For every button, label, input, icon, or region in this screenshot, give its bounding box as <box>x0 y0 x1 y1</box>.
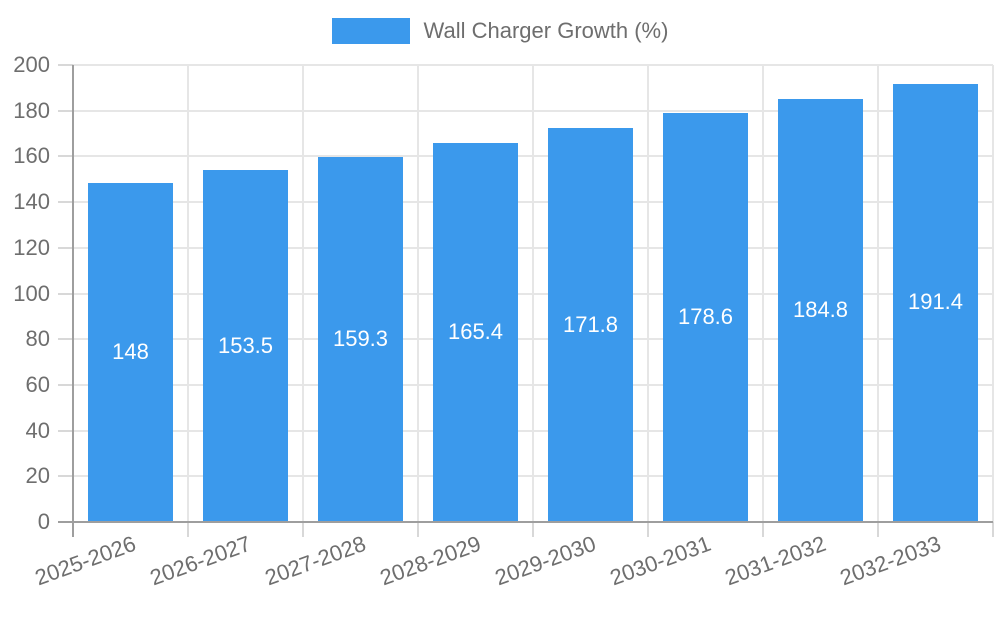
bar-value-label: 148 <box>112 338 149 364</box>
bar-value-label: 153.5 <box>217 332 274 358</box>
bar-value-label: 159.3 <box>332 326 389 351</box>
y-axis-tick <box>58 292 73 295</box>
bar[interactable]: 153.5 <box>203 170 288 521</box>
x-axis-tick <box>302 522 304 537</box>
bar[interactable]: 159.3 <box>318 157 403 521</box>
v-gridline <box>532 65 534 522</box>
y-axis-label: 200 <box>13 52 50 77</box>
bar-value-label: 191.4 <box>907 289 964 315</box>
y-axis-label: 140 <box>13 189 50 215</box>
y-axis-tick <box>58 201 73 204</box>
y-axis-tick <box>58 429 73 432</box>
bar-value-label: 184.8 <box>792 296 849 322</box>
x-axis-tick <box>532 522 534 537</box>
x-axis-line <box>58 521 993 523</box>
y-axis-line <box>72 65 74 537</box>
x-axis-tick <box>417 522 419 537</box>
plot-area: 0 20 40 60 80 100 120 140 160 180 200 148 2025-2026 1… <box>13 52 994 590</box>
v-gridline <box>877 65 879 522</box>
y-axis-tick <box>58 109 73 112</box>
bar-value-label: 178.6 <box>677 303 734 329</box>
y-axis-label: 20 <box>25 463 50 489</box>
bar[interactable]: 148 <box>88 182 173 521</box>
y-axis-tick <box>58 383 73 386</box>
legend-label: Wall Charger Growth (%) <box>423 18 669 43</box>
v-gridline <box>302 65 304 522</box>
y-axis-tick <box>58 338 73 341</box>
y-axis-label: 160 <box>13 143 50 169</box>
y-axis-tick <box>58 475 73 478</box>
x-axis-tick <box>762 522 764 537</box>
bar[interactable]: 191.4 <box>893 83 978 521</box>
y-axis-label: 180 <box>13 97 50 123</box>
y-axis-label: 120 <box>13 234 50 260</box>
y-axis-tick <box>58 246 73 249</box>
v-gridline <box>187 65 189 522</box>
bar[interactable]: 178.6 <box>663 112 748 521</box>
bar[interactable]: 171.8 <box>548 128 633 521</box>
bar[interactable]: 184.8 <box>778 98 863 521</box>
legend-swatch <box>331 18 410 44</box>
x-axis-tick <box>187 522 189 537</box>
y-axis-label: 40 <box>25 417 50 443</box>
y-axis-tick <box>58 155 73 158</box>
v-gridline <box>992 65 994 522</box>
y-axis-tick <box>58 64 73 66</box>
v-gridline <box>762 65 764 522</box>
x-axis-tick <box>647 522 649 537</box>
x-axis-tick <box>992 522 994 537</box>
y-axis-label: 80 <box>25 326 50 352</box>
bar[interactable]: 165.4 <box>433 143 518 521</box>
v-gridline <box>417 65 419 522</box>
y-axis-label: 60 <box>25 371 50 397</box>
x-axis-tick <box>877 522 879 537</box>
bar-chart: Wall Charger Growth (%) 0 20 40 60 80 100 120 1… <box>0 16 1000 591</box>
y-axis-label: 100 <box>13 280 50 306</box>
bar-value-label: 171.8 <box>562 311 619 337</box>
legend[interactable]: Wall Charger Growth (%) <box>0 16 1000 46</box>
y-axis-label: 0 <box>37 509 50 534</box>
bar-value-label: 165.4 <box>447 319 504 345</box>
v-gridline <box>647 65 649 522</box>
